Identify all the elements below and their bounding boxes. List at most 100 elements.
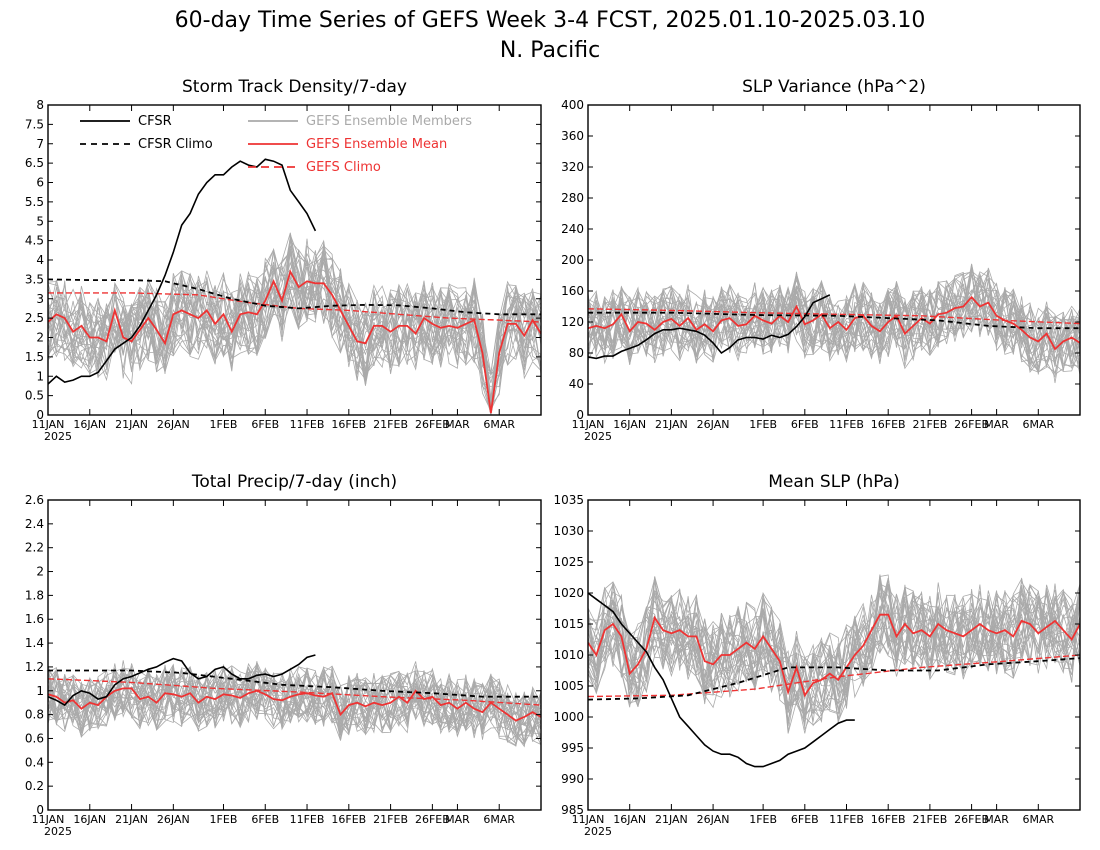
ensemble-member-line (588, 588, 1080, 727)
y-tick-label: 1020 (553, 586, 584, 600)
ensemble-member-line (48, 665, 541, 736)
x-tick-label: MAR (984, 418, 1009, 431)
x-tick-label: 6MAR (1022, 418, 1054, 431)
series-cfsr-climo (48, 278, 541, 316)
y-tick-label: 1005 (553, 679, 584, 693)
x-tick-label: 21JAN (115, 813, 148, 826)
x-tick-label: 21FEB (912, 813, 947, 826)
series-gefs-climo (588, 654, 1080, 698)
ensemble-member-line (48, 238, 541, 409)
x-tick-label: 16JAN (73, 813, 106, 826)
y-tick-label: 6.5 (25, 156, 44, 170)
x-tick-label: 1FEB (210, 813, 238, 826)
ensemble-member-line (588, 271, 1080, 374)
x-tick-label: 11JAN (572, 418, 605, 431)
ensemble-member-line (48, 665, 541, 734)
y-tick-label: 2.2 (25, 541, 44, 555)
x-tick-label: 6MAR (1022, 813, 1054, 826)
series-gefs-ensemble-mean (588, 295, 1080, 351)
x-tick-label: 1FEB (749, 813, 777, 826)
ensemble-member-line (48, 663, 541, 748)
x-tick-label: 21FEB (912, 418, 947, 431)
series-cfsr-climo (48, 669, 541, 698)
x-tick-label: 11FEB (290, 418, 325, 431)
x-year-label: 2025 (44, 430, 72, 443)
x-tick-label: 26JAN (697, 418, 730, 431)
y-tick-label: 7 (36, 137, 44, 151)
y-tick-label: 4.5 (25, 234, 44, 248)
x-tick-label: 26JAN (157, 813, 190, 826)
y-tick-label: 6 (36, 176, 44, 190)
x-tick-label: 16FEB (871, 418, 906, 431)
y-tick-label: 1 (36, 684, 44, 698)
ensemble-member-line (588, 263, 1080, 372)
x-tick-label: 11JAN (32, 813, 65, 826)
ensemble-member-line (588, 577, 1080, 717)
y-tick-label: 320 (561, 160, 584, 174)
y-tick-label: 995 (561, 741, 584, 755)
y-tick-label: 1030 (553, 524, 584, 538)
y-tick-label: 2 (36, 565, 44, 579)
y-tick-label: 5.5 (25, 195, 44, 209)
x-tick-label: 21JAN (115, 418, 148, 431)
y-tick-label: 80 (569, 346, 584, 360)
x-tick-label: 16FEB (331, 418, 366, 431)
legend-label: GEFS Ensemble Mean (306, 137, 447, 152)
panel-title: Mean SLP (hPa) (768, 472, 900, 492)
y-tick-label: 0.6 (25, 731, 44, 745)
y-tick-label: 7.5 (25, 117, 44, 131)
y-tick-label: 3 (36, 292, 44, 306)
ensemble-member-line (48, 251, 541, 386)
y-tick-label: 200 (561, 253, 584, 267)
ensemble-member-line (48, 248, 541, 407)
x-tick-label: 1FEB (749, 418, 777, 431)
y-tick-label: 1010 (553, 648, 584, 662)
x-tick-label: MAR (984, 813, 1009, 826)
panel-total-precip: Total Precip/7-day (inch)00.20.40.60.811… (25, 472, 542, 838)
x-tick-label: 11FEB (290, 813, 325, 826)
y-tick-label: 160 (561, 284, 584, 298)
x-tick-label: 16JAN (613, 813, 646, 826)
y-tick-label: 1 (36, 369, 44, 383)
y-tick-label: 0 (36, 408, 44, 422)
y-tick-label: 990 (561, 772, 584, 786)
x-year-label: 2025 (44, 825, 72, 838)
ensemble-member-line (588, 270, 1080, 371)
plot-area (48, 654, 541, 748)
y-tick-label: 2.6 (25, 493, 44, 507)
x-year-label: 2025 (584, 825, 612, 838)
panel-mean-slp: Mean SLP (hPa) 985 990 995 1000 1005 1010 1015 1… (553, 472, 1081, 838)
x-tick-label: 11JAN (32, 418, 65, 431)
x-tick-label: 6MAR (483, 813, 515, 826)
x-tick-label: 21FEB (373, 418, 408, 431)
y-tick-label: 1.5 (25, 350, 44, 364)
series-gefs-climo (48, 678, 541, 706)
y-tick-label: 280 (561, 191, 584, 205)
x-tick-label: 26FEB (954, 813, 989, 826)
y-tick-label: 0 (36, 803, 44, 817)
x-tick-label: 6FEB (251, 418, 279, 431)
series-cfsr-climo (588, 311, 1080, 330)
series-cfsr-climo (588, 657, 1080, 701)
panel-title: Total Precip/7-day (inch) (191, 472, 397, 492)
series-gefs-climo (48, 292, 541, 323)
ensemble-member-line (48, 667, 541, 735)
y-tick-label: 1025 (553, 555, 584, 569)
y-tick-label: 1000 (553, 710, 584, 724)
x-tick-label: 26FEB (954, 418, 989, 431)
y-tick-label: 2.5 (25, 311, 44, 325)
series-gefs-ensemble-mean (588, 613, 1080, 698)
x-tick-label: 6FEB (791, 418, 819, 431)
panel-slp-variance: SLP Variance (hPa^2) 0 40 80 120 160 200 240 280… (561, 77, 1081, 443)
x-tick-label: 11FEB (829, 418, 864, 431)
y-tick-label: 0.8 (25, 708, 44, 722)
x-tick-label: 21FEB (373, 813, 408, 826)
x-tick-label: 11JAN (572, 813, 605, 826)
series-gefs-ensemble-mean (48, 687, 541, 722)
y-tick-label: 985 (561, 803, 584, 817)
y-tick-label: 1.6 (25, 612, 44, 626)
y-tick-label: 0 (576, 408, 584, 422)
x-tick-label: 26JAN (157, 418, 190, 431)
legend: CFSR CFSR Climo GEFS Ensemble Members GEFS … (80, 114, 472, 175)
